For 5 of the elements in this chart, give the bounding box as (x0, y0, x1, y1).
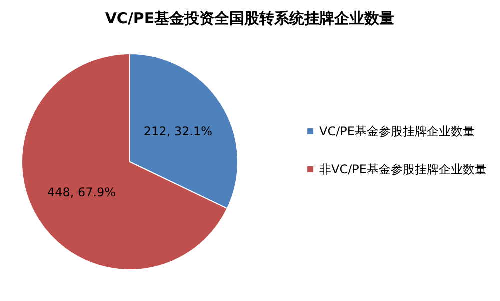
chart-title: VC/PE基金投资全国股转系统挂牌企业数量 (105, 10, 395, 28)
data-label: 448, 67.9% (47, 185, 116, 200)
legend-label: VC/PE基金参股挂牌企业数量 (320, 124, 476, 138)
legend-label: 非VC/PE基金参股挂牌企业数量 (320, 162, 488, 176)
data-label: 212, 32.1% (144, 124, 213, 139)
